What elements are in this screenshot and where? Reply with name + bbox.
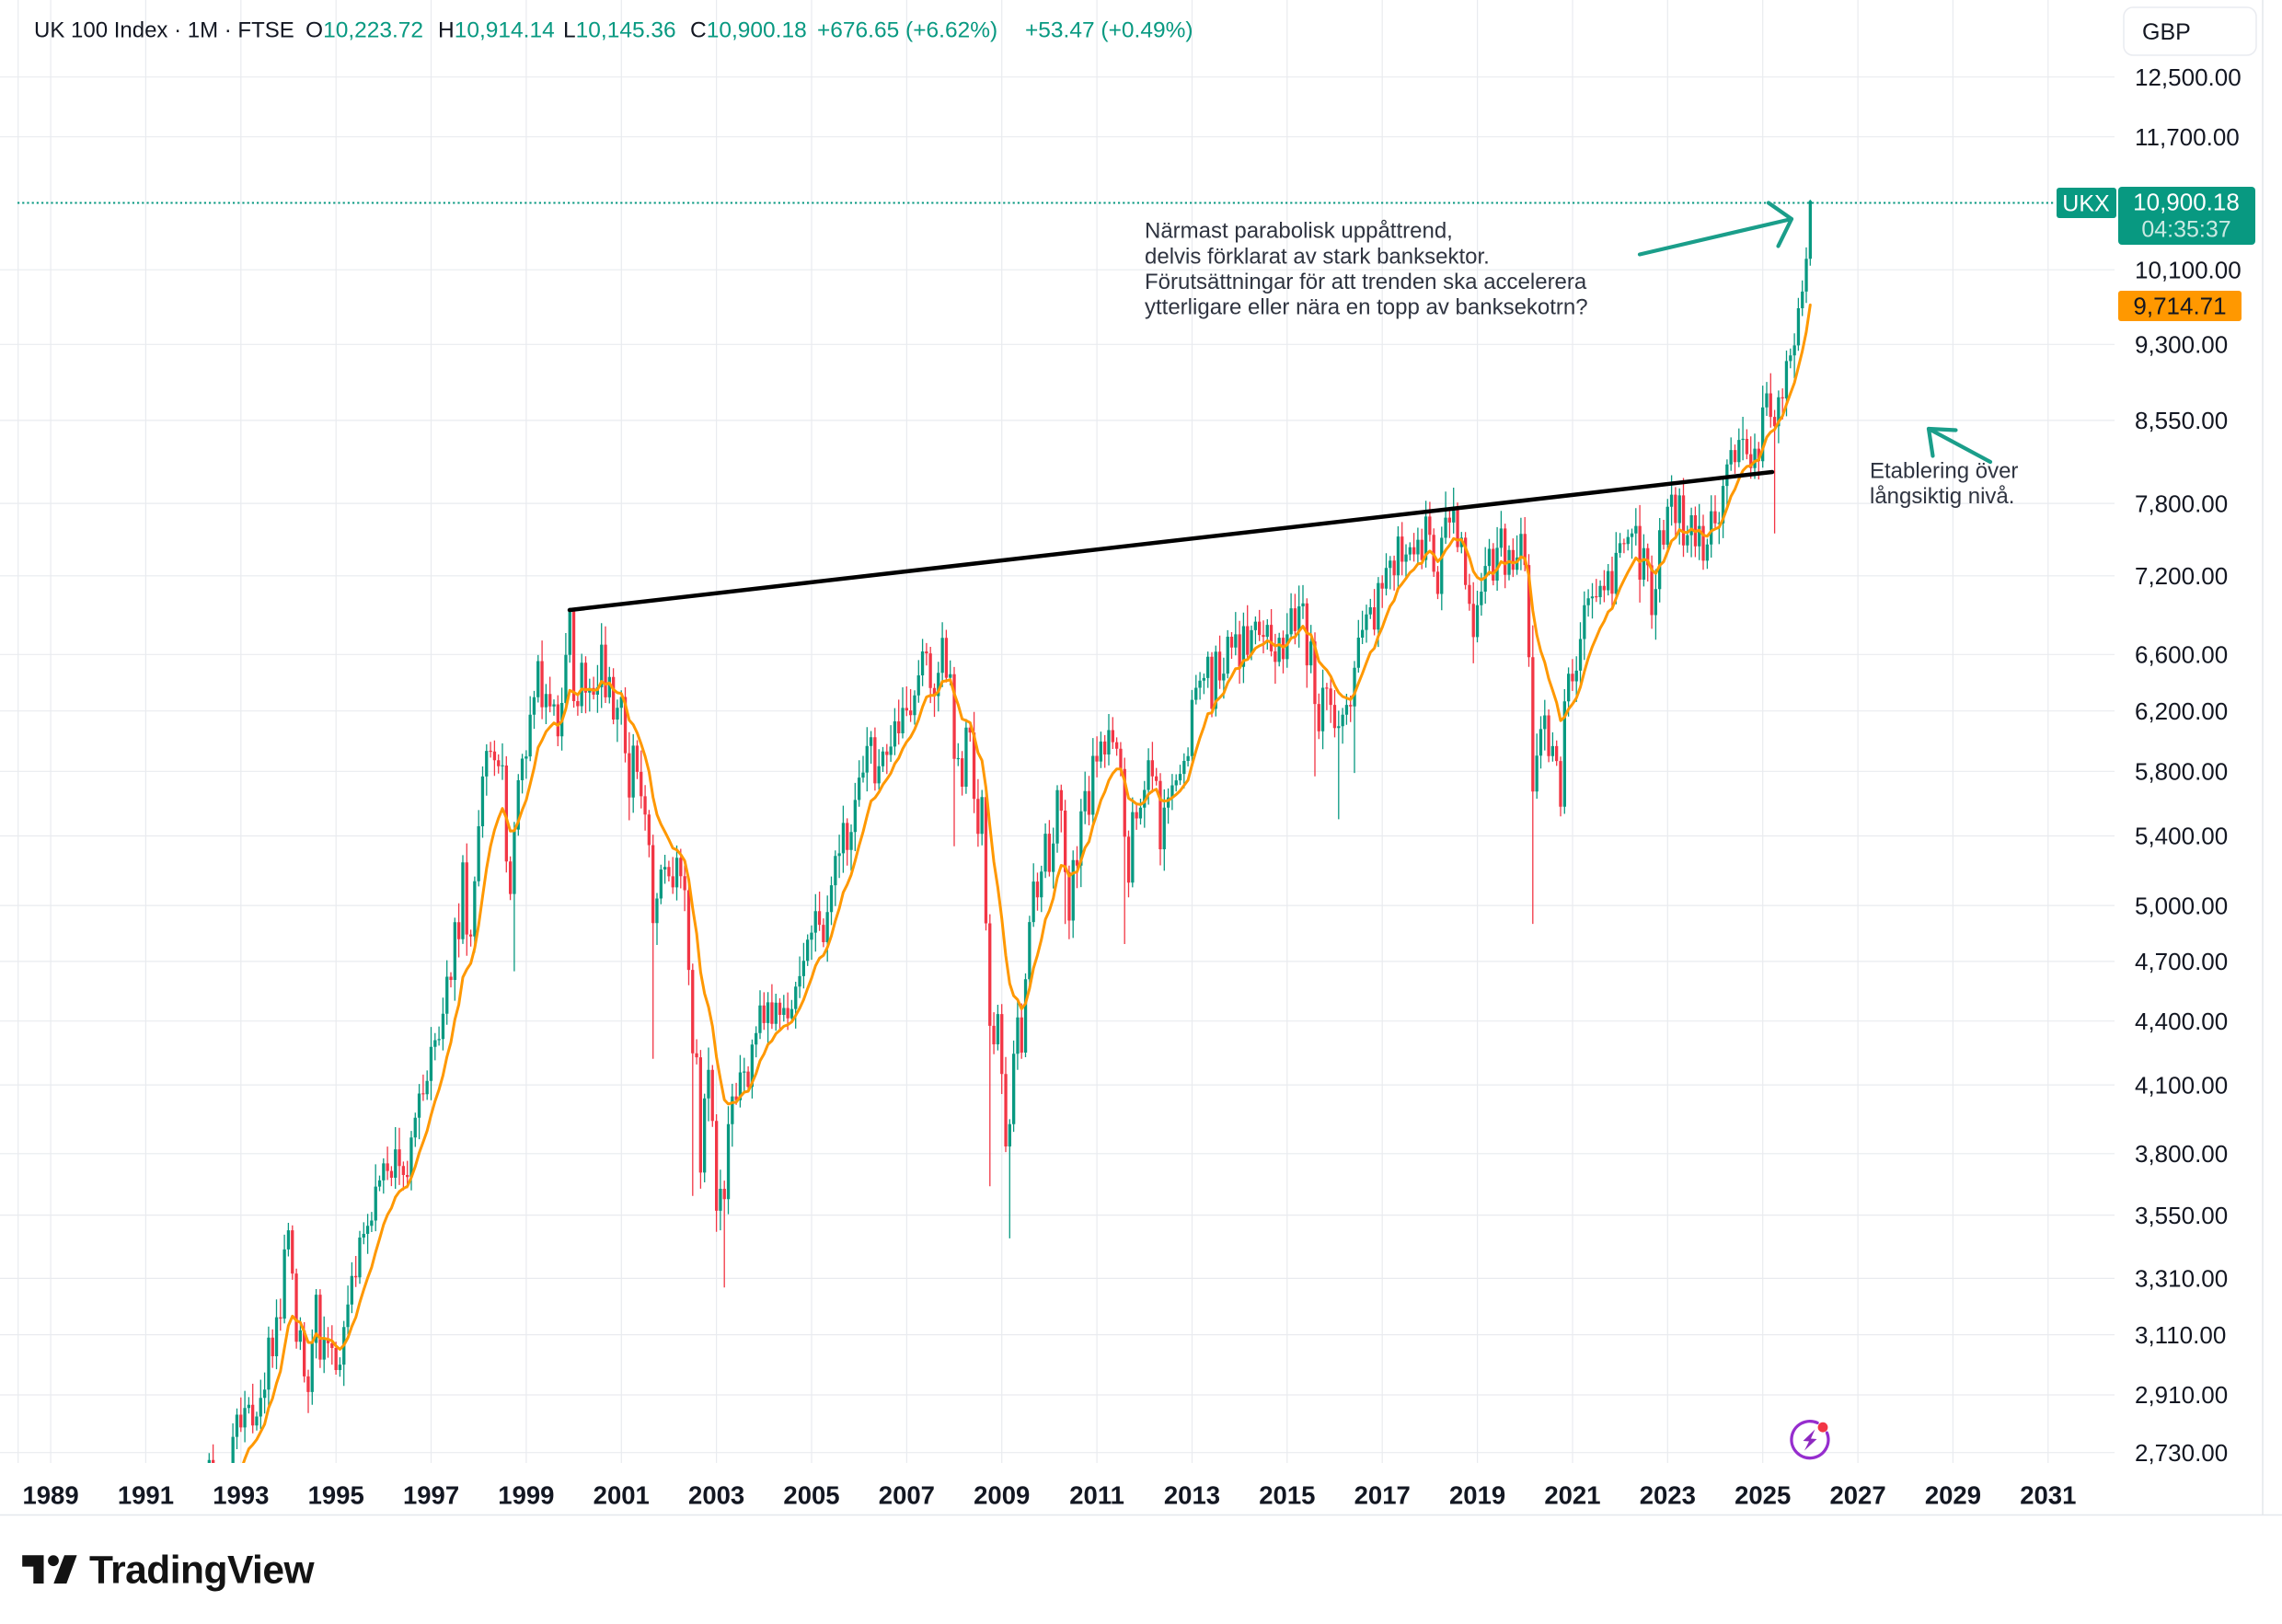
- svg-text:1997: 1997: [403, 1481, 459, 1510]
- svg-text:TradingView: TradingView: [89, 1549, 316, 1593]
- svg-text:UKX: UKX: [2062, 191, 2110, 217]
- svg-text:Etablering över: Etablering över: [1870, 458, 2018, 483]
- svg-text:UK 100 Index · 1M · FTSE: UK 100 Index · 1M · FTSE: [34, 18, 294, 43]
- svg-text:2003: 2003: [688, 1481, 744, 1510]
- svg-text:2011: 2011: [1069, 1481, 1124, 1510]
- svg-text:H10,914.14: H10,914.14: [438, 18, 555, 43]
- svg-text:6,200.00: 6,200.00: [2135, 697, 2228, 725]
- svg-text:9,300.00: 9,300.00: [2135, 331, 2228, 359]
- svg-text:2,730.00: 2,730.00: [2135, 1439, 2228, 1467]
- svg-text:2019: 2019: [1449, 1481, 1505, 1510]
- svg-text:11,700.00: 11,700.00: [2135, 123, 2240, 151]
- svg-text:delvis förklarat av stark bank: delvis förklarat av stark banksektor.: [1145, 244, 1490, 269]
- svg-text:3,800.00: 3,800.00: [2135, 1140, 2228, 1168]
- svg-text:5,000.00: 5,000.00: [2135, 892, 2228, 919]
- svg-text:1993: 1993: [213, 1481, 269, 1510]
- svg-text:5,800.00: 5,800.00: [2135, 757, 2228, 785]
- svg-text:5,400.00: 5,400.00: [2135, 823, 2228, 850]
- svg-text:C10,900.18: C10,900.18: [690, 18, 807, 43]
- svg-text:7,800.00: 7,800.00: [2135, 490, 2228, 517]
- svg-text:3,310.00: 3,310.00: [2135, 1265, 2228, 1293]
- svg-text:9,714.71: 9,714.71: [2133, 293, 2226, 320]
- svg-text:8,550.00: 8,550.00: [2135, 407, 2228, 434]
- svg-text:2005: 2005: [783, 1481, 839, 1510]
- svg-text:2007: 2007: [879, 1481, 935, 1510]
- svg-text:ytterligare eller nära en topp: ytterligare eller nära en topp av bankse…: [1145, 295, 1588, 320]
- svg-text:+53.47 (+0.49%): +53.47 (+0.49%): [1025, 18, 1193, 43]
- svg-text:1995: 1995: [308, 1481, 364, 1510]
- svg-text:7,200.00: 7,200.00: [2135, 562, 2228, 590]
- svg-text:O10,223.72: O10,223.72: [305, 18, 423, 43]
- svg-text:6,600.00: 6,600.00: [2135, 640, 2228, 668]
- svg-text:1999: 1999: [498, 1481, 554, 1510]
- svg-text:04:35:37: 04:35:37: [2141, 217, 2230, 243]
- svg-text:2023: 2023: [1640, 1481, 1696, 1510]
- svg-text:2009: 2009: [974, 1481, 1030, 1510]
- svg-text:12,500.00: 12,500.00: [2135, 63, 2242, 91]
- svg-text:2031: 2031: [2020, 1481, 2076, 1510]
- svg-text:2029: 2029: [1925, 1481, 1981, 1510]
- svg-text:L10,145.36: L10,145.36: [563, 18, 676, 43]
- svg-text:Närmast parabolisk uppåttrend,: Närmast parabolisk uppåttrend,: [1145, 219, 1453, 244]
- svg-text:1989: 1989: [22, 1481, 78, 1510]
- svg-text:2,910.00: 2,910.00: [2135, 1381, 2228, 1409]
- svg-text:10,900.18: 10,900.18: [2133, 189, 2240, 216]
- svg-text:+676.65 (+6.62%): +676.65 (+6.62%): [817, 18, 997, 43]
- svg-text:3,110.00: 3,110.00: [2135, 1321, 2226, 1349]
- svg-text:3,550.00: 3,550.00: [2135, 1202, 2228, 1229]
- svg-text:2013: 2013: [1164, 1481, 1220, 1510]
- svg-text:1991: 1991: [118, 1481, 174, 1510]
- svg-text:2025: 2025: [1735, 1481, 1791, 1510]
- svg-text:GBP: GBP: [2142, 19, 2191, 45]
- svg-text:2027: 2027: [1829, 1481, 1885, 1510]
- svg-text:4,400.00: 4,400.00: [2135, 1008, 2228, 1035]
- svg-text:4,700.00: 4,700.00: [2135, 948, 2228, 975]
- svg-text:10,100.00: 10,100.00: [2135, 256, 2242, 283]
- svg-text:2017: 2017: [1354, 1481, 1411, 1510]
- svg-text:2015: 2015: [1259, 1481, 1315, 1510]
- svg-text:2021: 2021: [1544, 1481, 1600, 1510]
- svg-text:4,100.00: 4,100.00: [2135, 1071, 2228, 1099]
- svg-text:Förutsättningar för att trende: Förutsättningar för att trenden ska acce…: [1145, 270, 1587, 294]
- svg-text:2001: 2001: [594, 1481, 650, 1510]
- svg-text:långsiktig nivå.: långsiktig nivå.: [1870, 484, 2014, 509]
